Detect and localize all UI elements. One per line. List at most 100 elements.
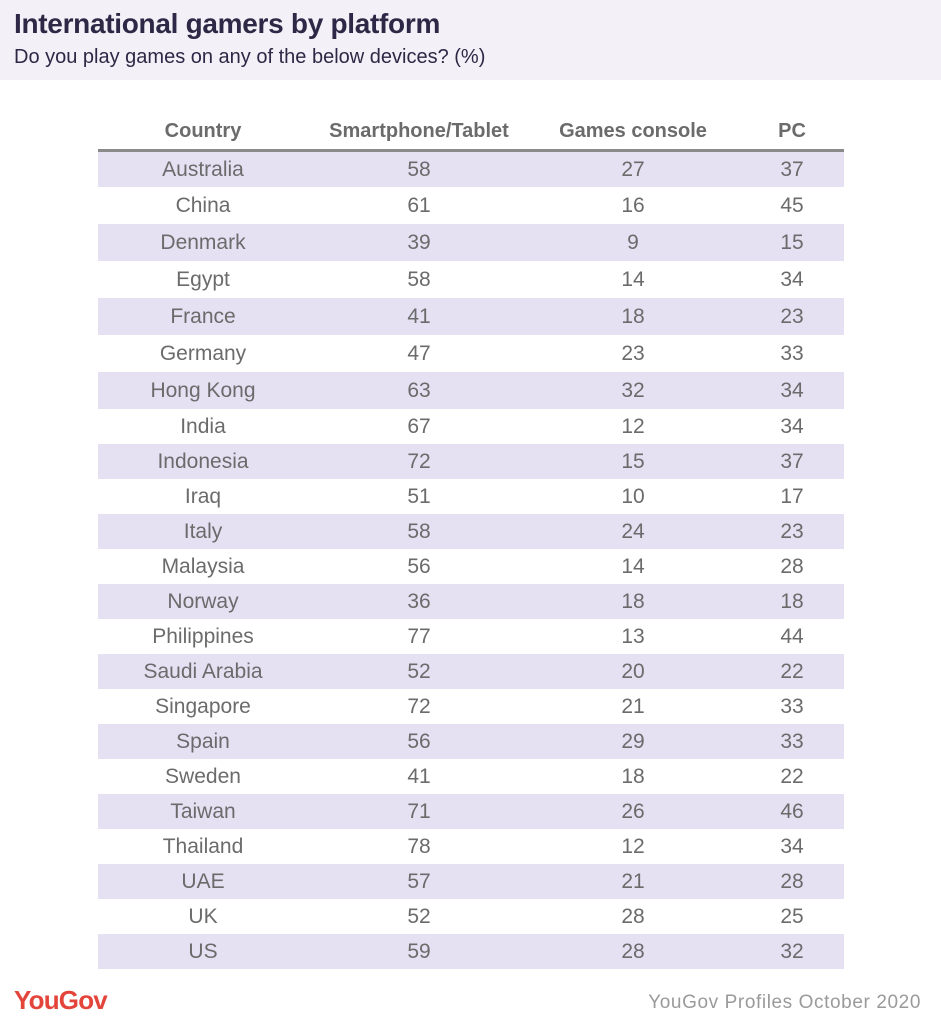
value-cell: 14 xyxy=(621,554,645,578)
table-header: Country Smartphone/Tablet Games console PC xyxy=(98,110,844,152)
value-cell: 72 xyxy=(407,694,431,718)
table-row: Philippines 77 13 44 xyxy=(98,619,844,654)
value-cell: 59 xyxy=(407,939,431,963)
column-header: Smartphone/Tablet xyxy=(329,120,509,142)
country-cell: Italy xyxy=(183,519,223,543)
country-cell: Spain xyxy=(176,729,230,753)
table-row: China 61 16 45 xyxy=(98,187,844,224)
table-row: Malaysia 56 14 28 xyxy=(98,549,844,584)
value-cell: 15 xyxy=(780,230,804,254)
country-cell: Iraq xyxy=(184,484,222,508)
table-row: Denmark 39 9 15 xyxy=(98,224,844,261)
country-cell: Egypt xyxy=(176,267,230,291)
source-note: YouGov Profiles October 2020 xyxy=(648,992,921,1013)
country-cell: Denmark xyxy=(160,230,246,254)
value-cell: 16 xyxy=(621,193,645,217)
value-cell: 41 xyxy=(407,304,431,328)
value-cell: 22 xyxy=(780,764,804,788)
value-cell: 20 xyxy=(621,659,645,683)
value-cell: 22 xyxy=(780,659,804,683)
value-cell: 52 xyxy=(407,659,431,683)
value-cell: 27 xyxy=(621,157,645,181)
value-cell: 57 xyxy=(407,869,431,893)
value-cell: 58 xyxy=(407,267,431,291)
country-cell: China xyxy=(175,193,231,217)
value-cell: 13 xyxy=(621,624,645,648)
value-cell: 34 xyxy=(780,378,804,402)
value-cell: 18 xyxy=(780,589,804,613)
value-cell: 51 xyxy=(407,484,431,508)
value-cell: 29 xyxy=(621,729,645,753)
column-header: PC xyxy=(778,120,806,142)
chart-subtitle: Do you play games on any of the below de… xyxy=(14,46,486,68)
value-cell: 61 xyxy=(407,193,431,217)
value-cell: 71 xyxy=(407,799,431,823)
table-row: Spain 56 29 33 xyxy=(98,724,844,759)
value-cell: 47 xyxy=(407,341,431,365)
country-cell: Hong Kong xyxy=(150,378,256,402)
table-row: Hong Kong 63 32 34 xyxy=(98,372,844,409)
value-cell: 9 xyxy=(627,230,639,254)
value-cell: 18 xyxy=(621,589,645,613)
value-cell: 58 xyxy=(407,519,431,543)
value-cell: 14 xyxy=(621,267,645,291)
value-cell: 58 xyxy=(407,157,431,181)
value-cell: 21 xyxy=(621,869,645,893)
value-cell: 39 xyxy=(407,230,431,254)
value-cell: 23 xyxy=(621,341,645,365)
value-cell: 15 xyxy=(621,449,645,473)
value-cell: 12 xyxy=(621,414,645,438)
value-cell: 41 xyxy=(407,764,431,788)
country-cell: Taiwan xyxy=(170,799,236,823)
table-row: Sweden 41 18 22 xyxy=(98,759,844,794)
table-body: Australia 58 27 37 China 61 16 45 Denmark 39 9 15 Eg… xyxy=(98,152,844,969)
country-cell: India xyxy=(180,414,226,438)
value-cell: 28 xyxy=(780,869,804,893)
value-cell: 33 xyxy=(780,729,804,753)
value-cell: 46 xyxy=(780,799,804,823)
table-row: Taiwan 71 26 46 xyxy=(98,794,844,829)
country-cell: UAE xyxy=(181,869,225,893)
value-cell: 37 xyxy=(780,157,804,181)
value-cell: 78 xyxy=(407,834,431,858)
value-cell: 56 xyxy=(407,729,431,753)
country-cell: Saudi Arabia xyxy=(143,659,263,683)
table-row: Germany 47 23 33 xyxy=(98,335,844,372)
data-table: Country Smartphone/Tablet Games console PC … xyxy=(98,110,844,969)
table-row: Australia 58 27 37 xyxy=(98,152,844,187)
country-cell: UK xyxy=(188,904,218,928)
column-header: Games console xyxy=(559,120,707,142)
country-cell: Germany xyxy=(159,341,247,365)
country-cell: Australia xyxy=(162,157,244,181)
value-cell: 33 xyxy=(780,341,804,365)
country-cell: US xyxy=(188,939,218,963)
value-cell: 24 xyxy=(621,519,645,543)
value-cell: 67 xyxy=(407,414,431,438)
value-cell: 45 xyxy=(780,193,804,217)
country-cell: Norway xyxy=(167,589,239,613)
country-cell: Thailand xyxy=(162,834,244,858)
value-cell: 28 xyxy=(621,904,645,928)
table-row: Indonesia 72 15 37 xyxy=(98,444,844,479)
value-cell: 63 xyxy=(407,378,431,402)
value-cell: 56 xyxy=(407,554,431,578)
value-cell: 25 xyxy=(780,904,804,928)
value-cell: 26 xyxy=(621,799,645,823)
table-row: Thailand 78 12 34 xyxy=(98,829,844,864)
table-row: Iraq 51 10 17 xyxy=(98,479,844,514)
value-cell: 18 xyxy=(621,304,645,328)
value-cell: 17 xyxy=(780,484,804,508)
value-cell: 10 xyxy=(621,484,645,508)
value-cell: 36 xyxy=(407,589,431,613)
value-cell: 28 xyxy=(621,939,645,963)
value-cell: 44 xyxy=(780,624,804,648)
country-cell: Sweden xyxy=(165,764,241,788)
value-cell: 12 xyxy=(621,834,645,858)
table-row: India 67 12 34 xyxy=(98,409,844,444)
value-cell: 33 xyxy=(780,694,804,718)
table-row: UK 52 28 25 xyxy=(98,899,844,934)
value-cell: 72 xyxy=(407,449,431,473)
table-row: Saudi Arabia 52 20 22 xyxy=(98,654,844,689)
table-row: Egypt 58 14 34 xyxy=(98,261,844,298)
chart-title: International gamers by platform xyxy=(14,8,441,39)
